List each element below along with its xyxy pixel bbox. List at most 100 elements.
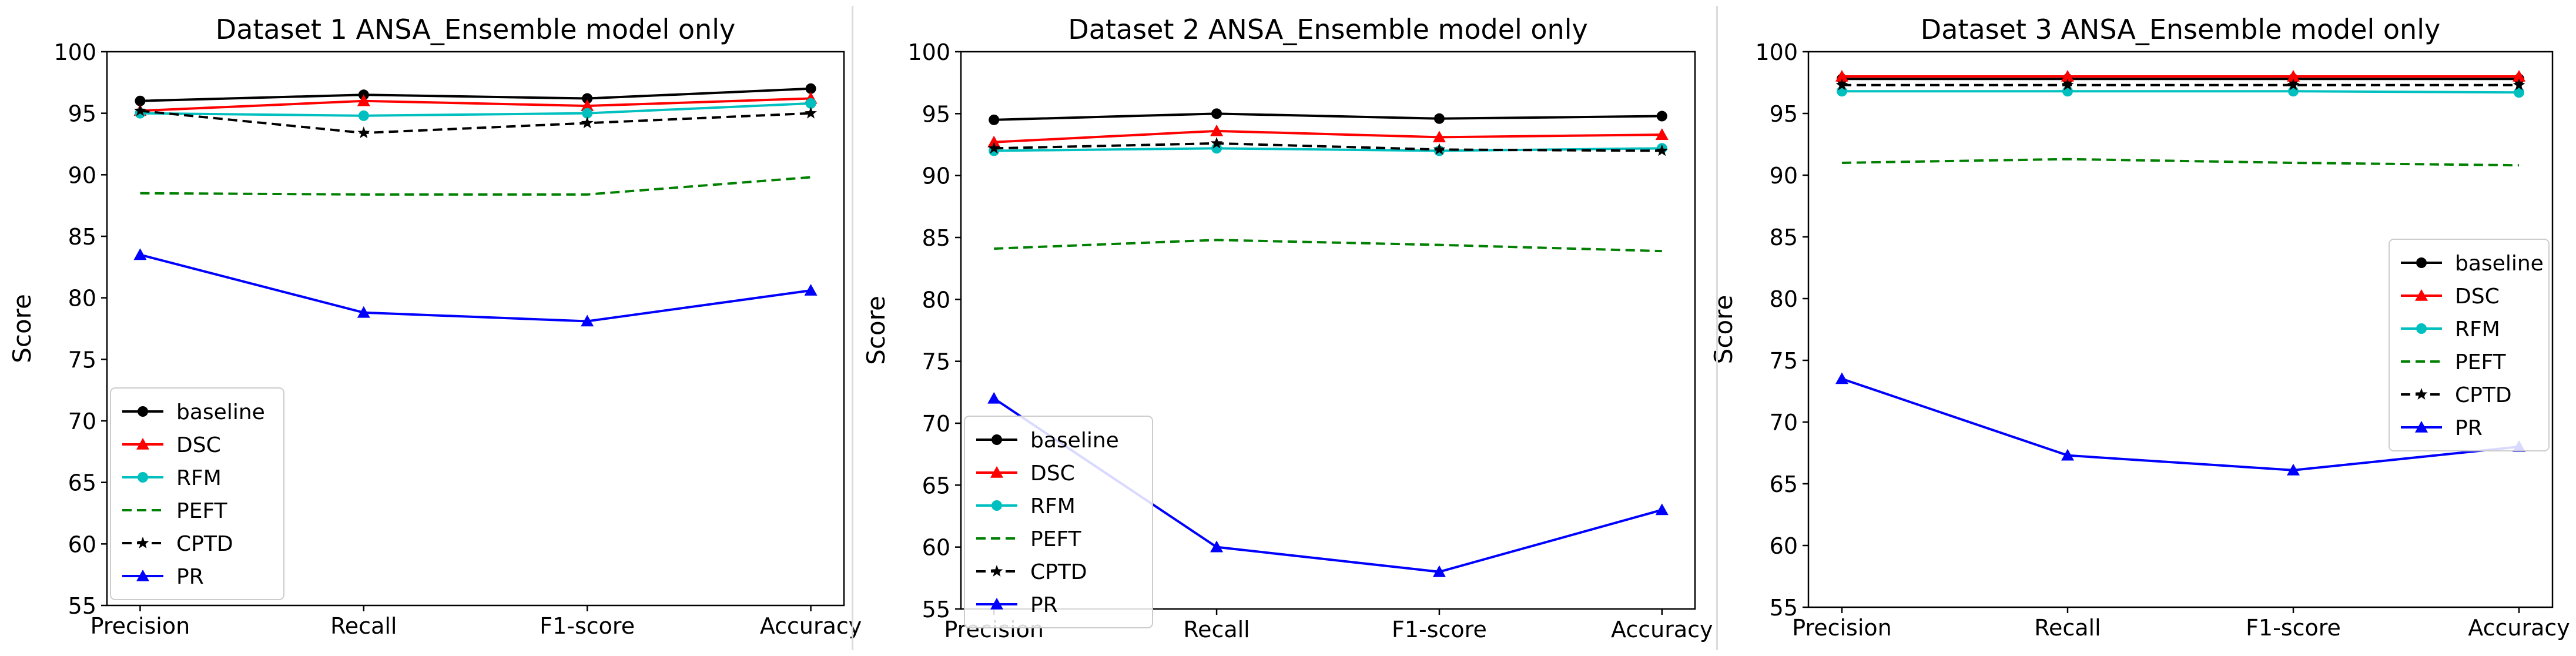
series-line-peft [1841, 158, 2520, 167]
y-tick-label: 85 [68, 224, 96, 250]
y-tick-label: 70 [1770, 410, 1798, 436]
data-point-cptd [2287, 78, 2300, 91]
series-dsc [1835, 70, 2526, 82]
y-tick-label: 80 [68, 286, 96, 312]
legend-marker [2415, 421, 2428, 433]
data-point-pr [357, 306, 370, 318]
legend-marker [138, 472, 148, 483]
legend-marker [990, 565, 1003, 577]
legend-label: DSC [176, 433, 221, 457]
y-tick-label: 80 [1770, 286, 1798, 312]
data-point-baseline [805, 83, 816, 94]
legend-label: PR [2455, 416, 2483, 440]
legend-label: DSC [1030, 461, 1075, 486]
legend-marker [990, 466, 1003, 478]
legend-label: PR [176, 565, 204, 589]
legend-label: baseline [176, 400, 265, 424]
legend-box [2389, 239, 2550, 451]
data-point-baseline [1433, 113, 1445, 124]
series-peft [994, 239, 1662, 253]
y-tick-label: 100 [53, 39, 96, 65]
legend-label: PEFT [1030, 527, 1082, 551]
legend-marker [136, 570, 149, 581]
y-tick-label: 85 [1770, 225, 1798, 250]
series-line-baseline [994, 112, 1662, 121]
legend-label: RFM [1030, 494, 1076, 518]
y-tick-label: 90 [922, 163, 950, 189]
y-tick-label: 65 [922, 473, 950, 498]
data-point-cptd [1835, 78, 1848, 91]
legend-marker [2416, 257, 2427, 268]
data-point-pr [2061, 449, 2074, 461]
x-tick-label: Accuracy [760, 613, 862, 639]
y-tick-label: 55 [68, 593, 96, 619]
data-point-rfm [2514, 87, 2525, 98]
legend-marker [136, 438, 149, 450]
series-line-rfm [1841, 90, 2520, 94]
y-tick-label: 95 [922, 101, 950, 127]
data-point-baseline [1211, 108, 1222, 119]
y-tick-label: 85 [922, 225, 950, 251]
data-point-cptd [581, 116, 594, 129]
series-line-pr [139, 253, 811, 323]
x-tick-label: Recall [1183, 617, 1250, 642]
legend: baseline DSC RFM PEFT CPTD PR [964, 416, 1153, 628]
data-point-pr [1655, 503, 1669, 516]
y-axis-label: Score [862, 296, 890, 365]
y-axis-label: Score [1709, 295, 1738, 364]
legend-label: CPTD [1030, 560, 1087, 584]
legend-marker [990, 598, 1003, 610]
data-point-pr [804, 284, 818, 296]
legend-label: PR [1030, 593, 1058, 617]
x-tick-label: Accuracy [1611, 617, 1713, 642]
x-tick-label: Precision [1792, 615, 1892, 641]
y-tick-label: 75 [922, 349, 950, 375]
data-point-rfm [805, 98, 816, 109]
data-point-rfm [358, 110, 369, 121]
data-point-cptd [1656, 144, 1669, 156]
data-point-cptd [1433, 143, 1446, 155]
data-point-dsc [2061, 70, 2074, 82]
legend-box [110, 387, 284, 600]
chart-title: Dataset 2 ANSA_Ensemble model only [1068, 14, 1587, 45]
data-point-pr [1835, 372, 1848, 384]
series-line-peft [994, 239, 1662, 253]
legend-label: CPTD [176, 532, 233, 556]
y-tick-label: 100 [1755, 39, 1798, 65]
legend-marker [2416, 323, 2427, 334]
y-axis-label: Score [8, 294, 36, 363]
y-tick-label: 55 [922, 597, 950, 622]
legend: baseline DSC RFM PEFT CPTD PR [110, 387, 284, 600]
legend-label: DSC [2455, 285, 2500, 309]
plot-frame [106, 51, 845, 607]
data-point-cptd [2513, 78, 2525, 91]
chart-title: Dataset 1 ANSA_Ensemble model only [216, 14, 735, 45]
x-tick-label: Accuracy [2468, 615, 2570, 641]
plot-frame [1807, 51, 2554, 608]
data-point-cptd [134, 104, 146, 116]
data-point-cptd [357, 126, 370, 139]
legend-label: PEFT [2455, 350, 2507, 374]
series-line-cptd [994, 142, 1662, 152]
data-point-cptd [805, 106, 817, 119]
panel-divider [852, 6, 853, 650]
data-point-rfm [582, 108, 593, 119]
series-line-rfm [140, 102, 811, 117]
series-baseline [1836, 73, 2525, 85]
x-tick-label: F1-score [540, 613, 635, 639]
data-point-pr [1432, 565, 1446, 577]
panel-divider [1716, 6, 1718, 650]
series-line-dsc [140, 97, 811, 112]
legend-label: baseline [2455, 252, 2544, 276]
data-point-dsc [581, 99, 594, 111]
x-tick-label: Precision [91, 613, 190, 639]
y-tick-label: 55 [1770, 595, 1798, 621]
legend-marker [2415, 388, 2428, 400]
data-point-pr [987, 391, 1001, 404]
data-point-cptd [1210, 136, 1223, 149]
legend: baseline DSC RFM PEFT CPTD PR [2389, 239, 2550, 451]
legend-label: baseline [1030, 429, 1119, 453]
